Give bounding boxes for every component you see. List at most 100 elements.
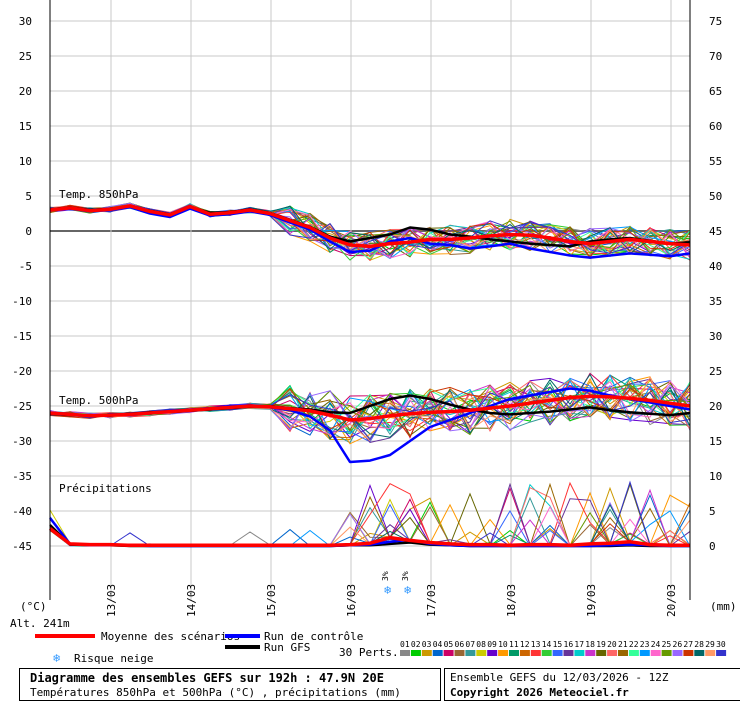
pert-color-swatch bbox=[683, 650, 694, 656]
pert-number: 23 bbox=[640, 640, 650, 649]
left-tick-label: 30 bbox=[19, 15, 32, 28]
right-tick-label: 70 bbox=[709, 50, 722, 63]
main-series bbox=[48, 204, 691, 548]
legend-snow-label: Risque neige bbox=[74, 652, 153, 665]
right-tick-label: 30 bbox=[709, 330, 722, 343]
right-tick-label: 65 bbox=[709, 85, 722, 98]
pert-color-swatch bbox=[465, 650, 476, 656]
left-tick-label: 5 bbox=[25, 190, 32, 203]
left-tick-label: -10 bbox=[12, 295, 32, 308]
pert-number: 25 bbox=[662, 640, 672, 649]
pert-number: 27 bbox=[683, 640, 693, 649]
pert-number: 22 bbox=[629, 640, 639, 649]
snow-risk-label: 3% bbox=[381, 571, 390, 581]
pert-color-swatch bbox=[716, 650, 727, 656]
pert-color-swatch bbox=[705, 650, 716, 656]
pert-color-swatch bbox=[607, 650, 618, 656]
right-tick-label: 25 bbox=[709, 365, 722, 378]
date-label: 16/03 bbox=[345, 584, 358, 617]
pert-color-swatch bbox=[498, 650, 509, 656]
pert-number: 24 bbox=[651, 640, 661, 649]
right-tick-label: 45 bbox=[709, 225, 722, 238]
pert-color-swatch bbox=[639, 650, 650, 656]
pert-number: 13 bbox=[531, 640, 541, 649]
right-tick-label: 15 bbox=[709, 435, 722, 448]
pert-number: 29 bbox=[705, 640, 715, 649]
pert-number: 30 bbox=[716, 640, 726, 649]
t500-label: Temp. 500hPa bbox=[59, 394, 138, 407]
pert-color-swatch bbox=[596, 650, 607, 656]
left-tick-label: -15 bbox=[12, 330, 32, 343]
pert-number: 16 bbox=[564, 640, 574, 649]
pert-number: 20 bbox=[607, 640, 617, 649]
pert-number: 04 bbox=[433, 640, 443, 649]
chart-title: Diagramme des ensembles GEFS sur 192h : … bbox=[30, 671, 385, 685]
legend: Moyenne des scénarios Run de contrôle Ru… bbox=[35, 630, 399, 665]
pert-color-swatch bbox=[400, 650, 410, 656]
pert-color-swatch bbox=[476, 650, 487, 656]
date-label: 18/03 bbox=[505, 584, 518, 617]
chart-title-box: Diagramme des ensembles GEFS sur 192h : … bbox=[19, 668, 441, 701]
chart-labels: Temp. 850hPa Temp. 500hPa Précipitations… bbox=[10, 188, 737, 630]
right-tick-label: 75 bbox=[709, 15, 722, 28]
left-tick-label: -5 bbox=[19, 260, 32, 273]
right-tick-label: 20 bbox=[709, 400, 722, 413]
pert-number: 06 bbox=[455, 640, 465, 649]
series-line-t500 bbox=[49, 394, 691, 422]
legend-perts-label: 30 Perts. bbox=[339, 646, 399, 659]
left-tick-label: -30 bbox=[12, 435, 32, 448]
legend-mean-label: Moyenne des scénarios bbox=[101, 630, 240, 643]
series-line-precip bbox=[48, 527, 690, 548]
left-tick-label: -25 bbox=[12, 400, 32, 413]
left-tick-label: 15 bbox=[19, 120, 32, 133]
ensemble-member-line bbox=[49, 496, 691, 547]
left-tick-label: -40 bbox=[12, 505, 32, 518]
left-tick-label: -35 bbox=[12, 470, 32, 483]
series-line-t850 bbox=[49, 205, 691, 259]
run-info-box: Ensemble GEFS du 12/03/2026 - 12Z Copyri… bbox=[444, 668, 740, 701]
run-info: Ensemble GEFS du 12/03/2026 - 12Z bbox=[450, 671, 669, 684]
legend-control-label: Run de contrôle bbox=[264, 630, 363, 643]
right-tick-label: 55 bbox=[709, 155, 722, 168]
pert-number: 21 bbox=[618, 640, 628, 649]
date-label: 20/03 bbox=[665, 584, 678, 617]
ensemble-member-line bbox=[49, 204, 691, 257]
pert-number: 09 bbox=[487, 640, 497, 649]
chart-subtitle: Températures 850hPa et 500hPa (°C) , pré… bbox=[30, 686, 401, 699]
pert-number: 12 bbox=[520, 640, 530, 649]
pert-color-swatch bbox=[509, 650, 519, 656]
pert-color-swatch bbox=[628, 650, 639, 656]
pert-number: 15 bbox=[553, 640, 563, 649]
right-tick-label: 5 bbox=[709, 505, 716, 518]
pert-number: 17 bbox=[574, 640, 584, 649]
pert-color-swatch bbox=[672, 650, 683, 656]
pert-number: 01 bbox=[400, 640, 410, 649]
pert-color-swatch bbox=[541, 650, 552, 656]
pert-number: 02 bbox=[411, 640, 421, 649]
left-tick-label: 20 bbox=[19, 85, 32, 98]
series-line-t850 bbox=[49, 204, 691, 249]
pert-number: 05 bbox=[444, 640, 454, 649]
pert-color-swatch bbox=[585, 650, 596, 656]
pert-color-swatch bbox=[650, 650, 661, 656]
date-label: 13/03 bbox=[105, 584, 118, 617]
pert-color-swatch bbox=[487, 650, 498, 656]
date-label: 15/03 bbox=[265, 584, 278, 617]
perturbation-legend: 01 02 03 04 05 06 07 08 09 10 11 12 13 14 15 16 17 18 19 20… bbox=[400, 640, 727, 656]
left-tick-label: 0 bbox=[25, 225, 32, 238]
pert-number: 19 bbox=[596, 640, 606, 649]
left-unit-label: (°C) bbox=[20, 600, 47, 613]
date-label: 17/03 bbox=[425, 584, 438, 617]
right-tick-label: 40 bbox=[709, 260, 722, 273]
ensemble-member-line bbox=[49, 498, 691, 547]
left-tick-label: 10 bbox=[19, 155, 32, 168]
pert-color-swatch bbox=[530, 650, 541, 656]
pert-number: 14 bbox=[542, 640, 552, 649]
snow-risk-markers: 3% ❄ 3% ❄ bbox=[381, 571, 411, 597]
pert-color-swatch bbox=[443, 650, 454, 656]
pert-number: 10 bbox=[498, 640, 508, 649]
right-tick-label: 60 bbox=[709, 120, 722, 133]
pert-number: 28 bbox=[694, 640, 704, 649]
